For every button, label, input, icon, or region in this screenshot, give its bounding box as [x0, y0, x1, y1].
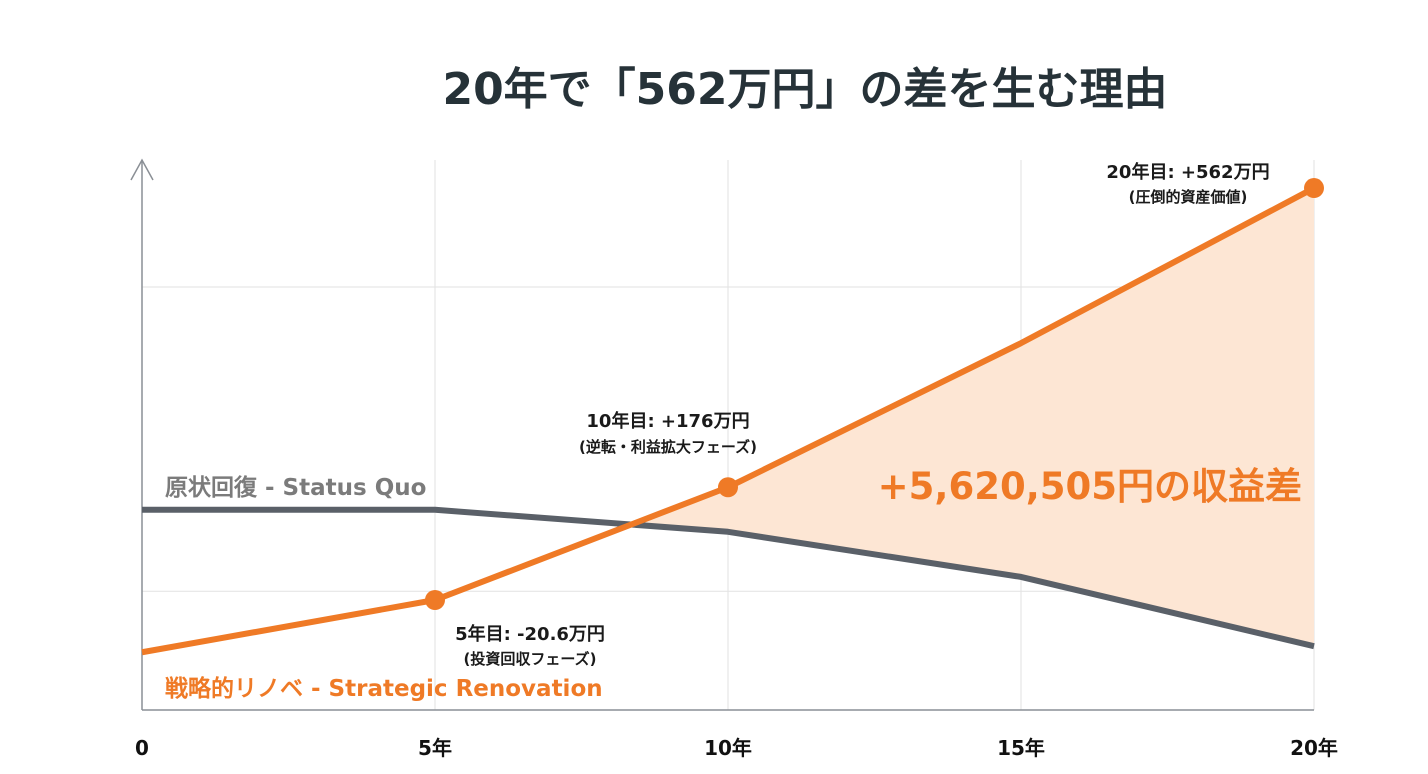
x-tick-label: 5年 [418, 736, 452, 760]
labels: 原状回復 - Status Quo 戦略的リノベ - Strategic Ren… [165, 161, 1302, 702]
x-tick-label: 0 [135, 736, 149, 760]
annotation-5y-subtitle: (投資回収フェーズ) [464, 650, 597, 668]
x-tick-label: 20年 [1290, 736, 1338, 760]
chart-title: 20年で「562万円」の差を生む理由 [442, 64, 1167, 115]
x-tick-label: 15年 [997, 736, 1045, 760]
data-point-marker [718, 477, 738, 498]
x-tick-labels: 0 5年 10年 15年 20年 [135, 736, 1338, 760]
y-axis-arrow-icon [130, 158, 154, 181]
profit-gap-label: +5,620,505円の収益差 [878, 465, 1302, 508]
profit-gap-area [631, 188, 1314, 647]
series-label-strategic-renovation: 戦略的リノベ - Strategic Renovation [165, 675, 603, 702]
series-label-status-quo: 原状回復 - Status Quo [165, 474, 426, 501]
annotation-5y-title: 5年目: -20.6万円 [455, 623, 605, 645]
annotation-10y-title: 10年目: +176万円 [586, 410, 749, 432]
x-tick-label: 10年 [704, 736, 752, 760]
axes [130, 158, 1314, 711]
annotation-20y-title: 20年目: +562万円 [1106, 161, 1269, 183]
status-quo-line [142, 506, 1315, 650]
data-point-marker [1304, 178, 1324, 199]
series-lines [141, 178, 1324, 656]
annotation-10y-subtitle: (逆転・利益拡大フェーズ) [579, 438, 757, 456]
annotation-20y-subtitle: (圧倒的資産価値) [1129, 188, 1248, 206]
data-point-marker [425, 590, 445, 610]
